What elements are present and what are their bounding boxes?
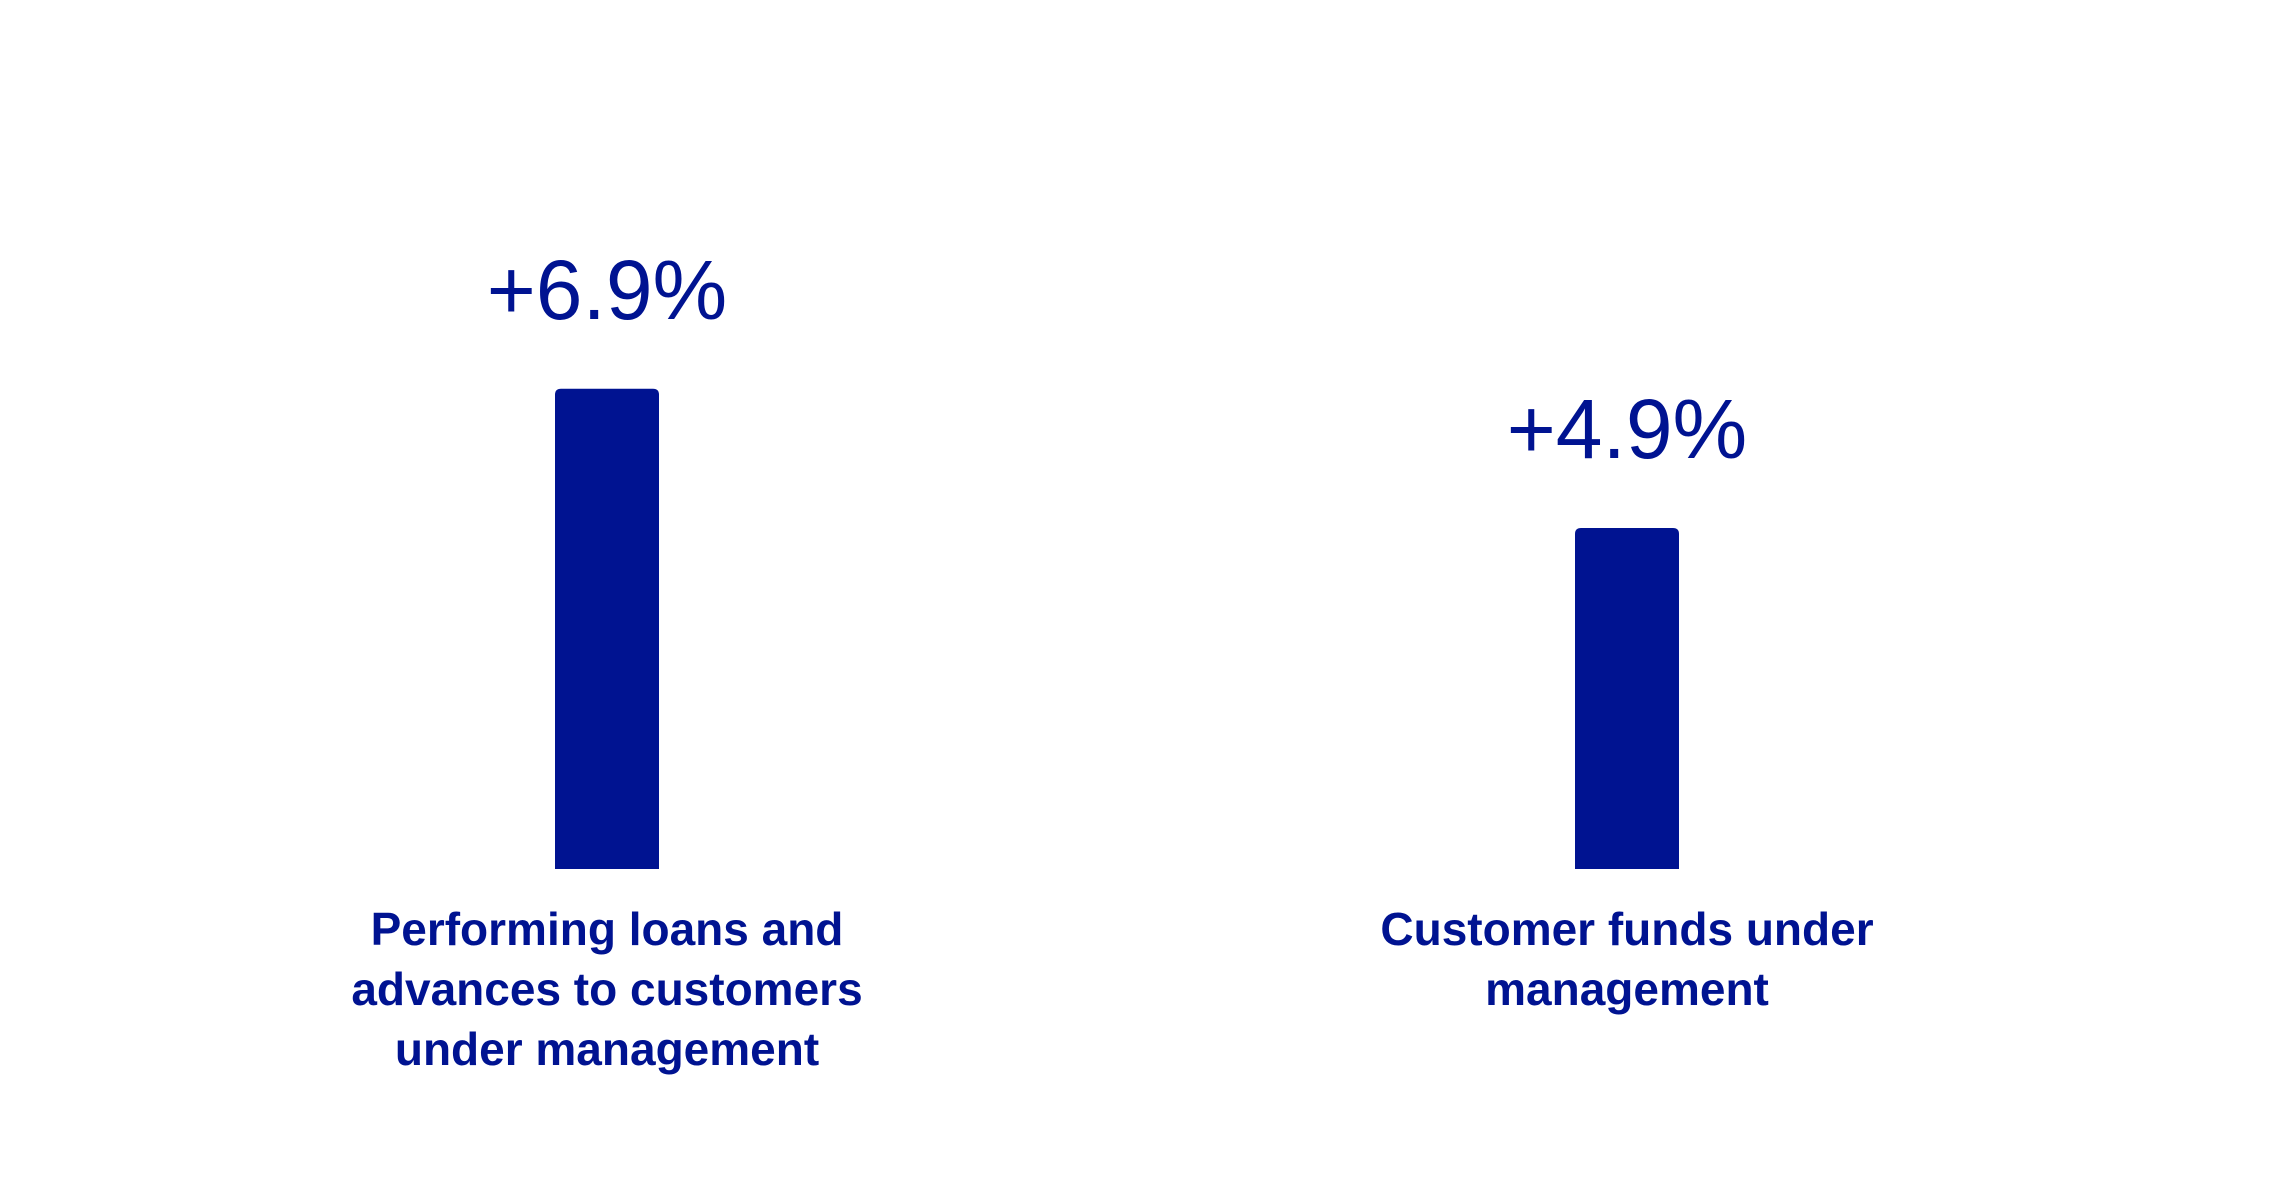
- value-label: +4.9%: [1507, 382, 1748, 476]
- bar: [555, 388, 659, 869]
- bar: [1575, 527, 1679, 869]
- category-label: Customer funds under management: [1380, 903, 1874, 1015]
- category-label: Performing loans and advances to custome…: [351, 903, 863, 1075]
- value-label: +6.9%: [487, 243, 728, 337]
